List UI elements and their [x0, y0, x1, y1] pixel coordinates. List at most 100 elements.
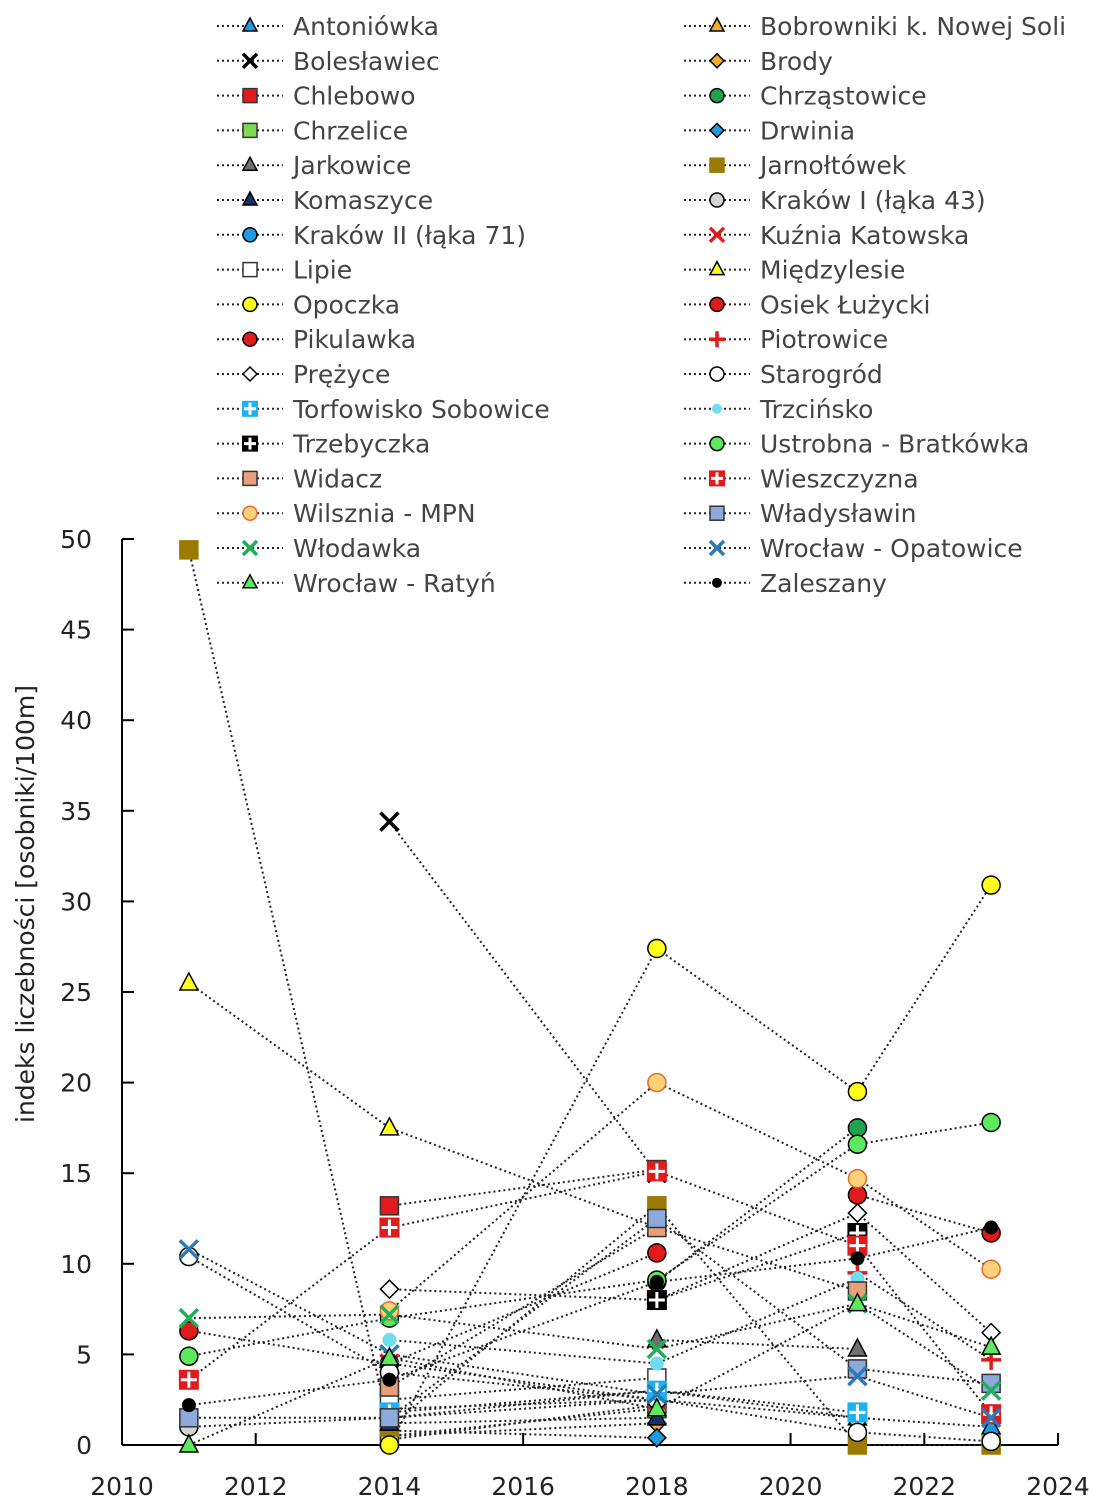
legend-label: Wilsznia - MPN	[293, 499, 476, 528]
data-point-opoczka	[847, 1081, 868, 1102]
y-tick-label: 20	[60, 1069, 92, 1098]
legend-label: Bolesławiec	[293, 47, 440, 76]
legend-marker	[241, 16, 259, 32]
legend-label: Jarkowice	[291, 151, 411, 180]
legend-marker	[241, 52, 259, 70]
series-line-antoniowka	[389, 1398, 992, 1428]
legend-label: Chrząstowice	[760, 82, 927, 111]
data-point-wroclaw-opatowice	[646, 1384, 668, 1405]
x-tick-label: 2012	[224, 1472, 288, 1499]
legend-marker	[709, 505, 725, 521]
data-point-wroclaw-ratyn	[646, 1397, 668, 1417]
legend-label: Brody	[760, 47, 833, 76]
legend-marker	[709, 435, 725, 452]
data-point-wroclaw-ratyn	[847, 1292, 868, 1312]
legend-item-ustrobna-bratkowka: Ustrobna - Bratkówka	[684, 430, 1029, 459]
data-point-wlodawka	[178, 1307, 200, 1329]
legend-marker	[709, 331, 725, 348]
data-point-opoczka	[981, 875, 1001, 895]
data-point-wieszczyzna	[646, 1161, 667, 1182]
legend-label: Zaleszany	[760, 569, 887, 598]
legend-label: Chlebowo	[293, 82, 416, 111]
plus-square-cross	[849, 1237, 866, 1254]
x-tick-label: 2010	[90, 1472, 154, 1499]
data-point-zaleszany	[382, 1372, 397, 1387]
data-point-ustrobna-bratkowka	[847, 1134, 868, 1154]
legend-item-wlodawka: Włodawka	[217, 534, 421, 563]
legend-item-boleslawiec: Bolesławiec	[217, 47, 440, 76]
legend-label: Opoczka	[293, 290, 400, 319]
x-tick-label: 2020	[759, 1472, 823, 1499]
legend-label: Widacz	[293, 464, 382, 493]
legend-marker	[242, 87, 258, 104]
legend-label: Trzcińsko	[759, 395, 873, 424]
legend-item-wilsznia-mpn: Wilsznia - MPN	[217, 499, 476, 528]
data-point-wilsznia-mpn	[379, 1301, 400, 1321]
legend-marker	[242, 331, 258, 347]
data-point-wieszczyzna	[178, 1369, 199, 1390]
legend-item-chrzelice: Chrzelice	[217, 116, 408, 145]
data-point-osiek-luzycki	[647, 1243, 667, 1263]
data-point-ustrobna-bratkowka	[179, 1346, 199, 1366]
x-tick-label: 2022	[892, 1472, 956, 1499]
legend-item-lipie: Lipie	[217, 256, 352, 285]
legend-item-piotrowice: Piotrowice	[684, 325, 888, 354]
y-tick-label: 10	[60, 1250, 92, 1279]
legend-label: Jarnołtówek	[758, 151, 907, 180]
data-point-trzcinsko	[649, 1356, 664, 1371]
data-point-jarnoltowek	[179, 540, 199, 560]
series-line-pikulawka	[857, 1193, 992, 1234]
data-point-starogrod	[981, 1431, 1001, 1452]
legend-item-starogrod: Starogród	[684, 360, 883, 389]
data-point-wieszczyzna	[981, 1404, 1002, 1425]
legend-item-brody: Brody	[684, 47, 833, 76]
data-point-ustrobna-bratkowka	[981, 1112, 1001, 1133]
legend-label: Bobrowniki k. Nowej Soli	[760, 12, 1066, 41]
data-point-wroclaw-ratyn	[178, 1433, 200, 1453]
legend-item-drwinia: Drwinia	[684, 116, 855, 145]
data-point-prezyce	[847, 1203, 868, 1224]
legend-label: Lipie	[293, 256, 352, 285]
legend-marker	[709, 87, 725, 104]
legend-marker	[242, 227, 258, 243]
legend-label: Kraków II (łąka 71)	[293, 221, 526, 250]
legend-item-wroclaw-opatowice: Wrocław - Opatowice	[684, 534, 1023, 563]
x-tick-label: 2016	[491, 1472, 555, 1499]
legend-label: Władysławin	[760, 499, 917, 528]
legend-item-widacz: Widacz	[217, 464, 382, 493]
legend-label: Starogród	[760, 360, 883, 389]
data-point-wlodawka	[646, 1338, 668, 1360]
legend-item-wieszczyzna: Wieszczyzna	[684, 464, 919, 493]
legend-item-zaleszany: Zaleszany	[684, 569, 887, 598]
data-point-wroclaw-ratyn	[379, 1346, 400, 1366]
y-tick-label: 35	[60, 797, 92, 826]
legend-label: Torfowisko Sobowice	[292, 395, 550, 424]
legend-marker	[708, 52, 726, 69]
legend-label: Osiek Łużycki	[760, 290, 930, 319]
legend-marker	[241, 365, 259, 383]
legend-marker	[712, 577, 722, 588]
plus-square-cross	[381, 1219, 398, 1236]
legend-item-krakow-ii-laka-71: Kraków II (łąka 71)	[217, 221, 526, 250]
series-line-ustrobna-bratkowka	[188, 1121, 992, 1358]
data-point-wroclaw-opatowice	[847, 1365, 868, 1387]
series-line-wieszczyzna	[188, 1170, 992, 1415]
data-point-prezyce	[379, 1279, 400, 1300]
legend-item-trzebyczka: Trzebyczka	[217, 430, 430, 459]
y-tick-label: 15	[60, 1159, 92, 1188]
legend-marker	[242, 296, 258, 313]
series-line-starogrod	[188, 1255, 992, 1443]
series-line-wlodawka	[188, 1302, 992, 1392]
series-line-krakow-i-laka-43	[188, 1389, 858, 1428]
data-point-starogrod	[847, 1422, 868, 1443]
legend-marker	[709, 192, 725, 208]
legend-marker	[241, 539, 259, 557]
legend-label: Wrocław - Opatowice	[760, 534, 1023, 563]
legend-item-trzcinsko: Trzcińsko	[684, 395, 873, 424]
legend-marker	[709, 157, 725, 173]
data-point-miedzylesie	[379, 1116, 400, 1136]
legend-item-antoniowka: Antoniówka	[217, 12, 439, 41]
data-point-pikulawka	[847, 1185, 868, 1205]
series-line-wroclaw-ratyn	[188, 1302, 992, 1446]
legend-item-osiek-luzycki: Osiek Łużycki	[684, 290, 930, 319]
